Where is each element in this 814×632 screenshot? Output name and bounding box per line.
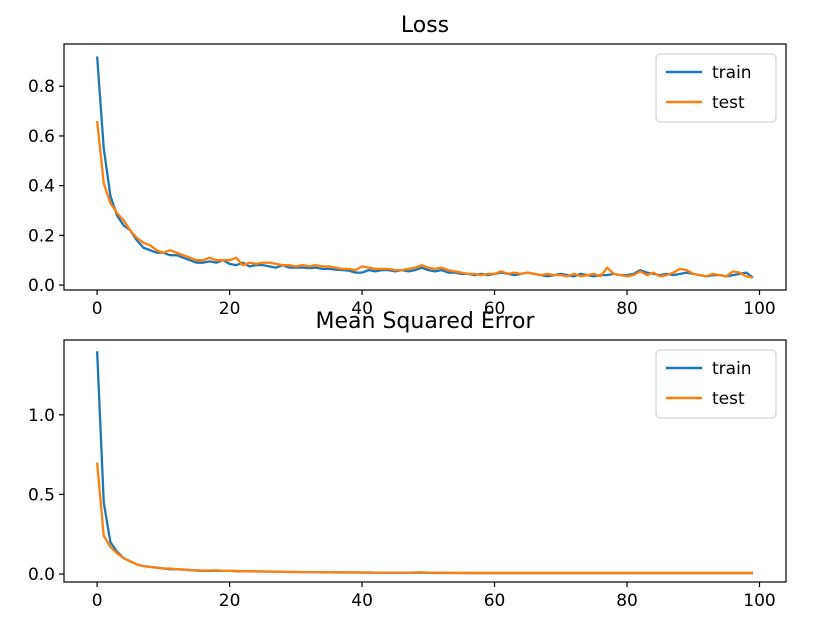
y-tick-label: 0.0 <box>28 276 55 296</box>
y-tick-label: 1.0 <box>28 406 55 426</box>
y-tick-label: 0.8 <box>28 77 55 97</box>
x-tick-label: 0 <box>92 299 103 319</box>
legend-label-train: train <box>712 63 752 83</box>
y-tick-label: 0.4 <box>28 177 55 197</box>
x-tick-label: 80 <box>616 591 638 611</box>
y-tick-label: 0.0 <box>28 565 55 585</box>
legend-label-train: train <box>712 359 752 379</box>
y-tick-label: 0.6 <box>28 127 55 147</box>
legend: train test <box>655 349 777 419</box>
x-tick-label: 60 <box>484 299 506 319</box>
x-tick-label: 40 <box>351 299 373 319</box>
y-tick-label: 0.2 <box>28 226 55 246</box>
series-line-test <box>95 462 753 575</box>
series-line-test <box>95 120 754 279</box>
legend-label-test: test <box>712 389 745 409</box>
x-tick-label: 40 <box>351 591 373 611</box>
axes-frame <box>63 339 787 583</box>
legend-label-test: test <box>712 93 745 113</box>
chart-2: Mean Squared Error 0 20 40 60 80 100 0.0 0.5 1.0 t… <box>28 309 787 611</box>
x-tick-label: 20 <box>219 299 241 319</box>
x-tick-label: 80 <box>616 299 638 319</box>
legend: train test <box>655 53 777 123</box>
axes-frame <box>63 43 787 291</box>
x-tick-label: 100 <box>743 299 775 319</box>
series-line-train <box>95 351 753 575</box>
x-tick-label: 60 <box>484 591 506 611</box>
x-tick-label: 100 <box>743 591 775 611</box>
chart-title: Mean Squared Error <box>316 309 536 334</box>
y-tick-label: 0.5 <box>28 485 55 505</box>
chart-1: Loss 0 20 40 60 80 100 0.0 0.2 0.4 0.6 0.8 train test <box>28 13 787 319</box>
chart-title: Loss <box>401 13 449 38</box>
x-tick-label: 20 <box>219 591 241 611</box>
x-tick-label: 0 <box>92 591 103 611</box>
series-line-train <box>95 56 754 279</box>
